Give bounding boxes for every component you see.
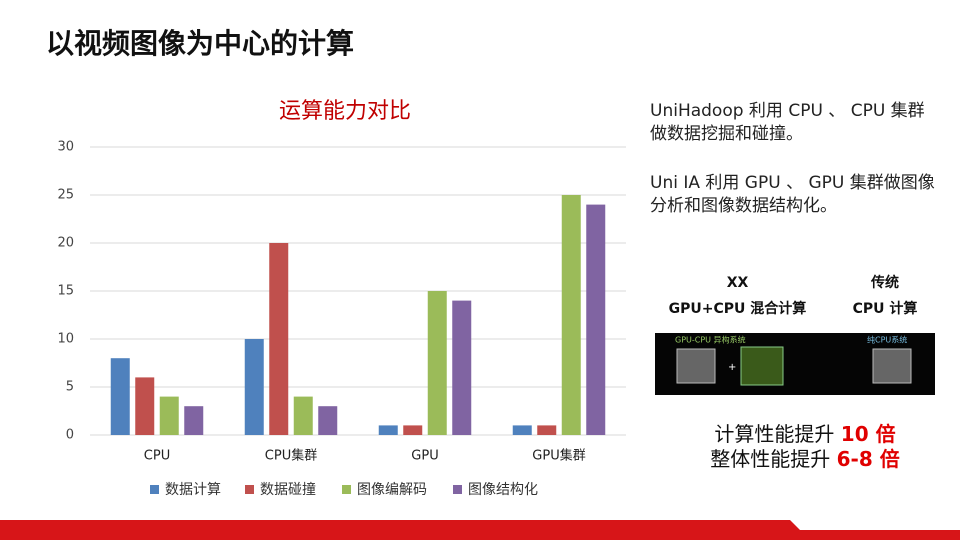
footer-bar: [0, 520, 960, 540]
legend-label: 数据碰撞: [260, 482, 316, 498]
legend-swatch: [453, 485, 462, 494]
result-highlight: 6-8 倍: [836, 447, 900, 471]
bar: [452, 300, 472, 435]
cpu-box: [676, 348, 716, 384]
x-tick-label: CPU: [144, 449, 170, 464]
result: 整体性能提升 6-8 倍: [690, 447, 920, 471]
header-line: GPU+CPU 混合计算: [668, 301, 807, 317]
gpu-box: [740, 346, 784, 386]
y-tick-label: 25: [57, 188, 74, 203]
bar: [184, 406, 204, 435]
bar: [586, 204, 606, 435]
x-tick-label: GPU集群: [532, 448, 585, 464]
bar: [135, 377, 155, 435]
result-text: 整体性能提升: [710, 447, 831, 471]
footer-notch: [790, 520, 960, 530]
bar: [293, 396, 313, 435]
bar: [512, 425, 532, 435]
header-line: 传统: [871, 275, 899, 291]
bar: [427, 291, 447, 435]
legend-swatch: [245, 485, 254, 494]
slide-title: 以视频图像为中心的计算: [46, 27, 355, 60]
cpu-box: [872, 348, 912, 384]
result-text: 计算性能提升: [714, 422, 835, 446]
legend-swatch: [150, 485, 159, 494]
bar: [403, 425, 423, 435]
legend-label: 数据计算: [165, 482, 221, 498]
x-tick-label: GPU: [411, 449, 438, 464]
note: Uni IA 利用 GPU 、 GPU 集群做图像分析和图像数据结构化。: [650, 173, 935, 216]
column-header: 传统 CPU 计算: [835, 270, 935, 322]
bar: [110, 358, 130, 435]
bar: [561, 195, 581, 435]
chart-title: 运算能力对比: [279, 99, 411, 124]
result: 计算性能提升 10 倍: [690, 422, 920, 446]
note: UniHadoop 利用 CPU 、 CPU 集群做数据挖掘和碰撞。: [650, 101, 925, 144]
bar: [537, 425, 557, 435]
image-label: 纯CPU系统: [867, 335, 907, 345]
y-tick-label: 15: [57, 284, 74, 299]
image-label: GPU-CPU 异构系统: [675, 335, 746, 345]
y-tick-label: 0: [66, 428, 74, 443]
bar: [378, 425, 398, 435]
legend-label: 图像编解码: [357, 482, 427, 498]
result-highlight: 10 倍: [840, 422, 896, 446]
header-line: CPU 计算: [852, 301, 918, 317]
system-image: + GPU-CPU 异构系统 纯CPU系统: [655, 333, 935, 395]
x-tick-label: CPU集群: [265, 448, 317, 464]
plus: +: [728, 362, 736, 373]
bar: [159, 396, 179, 435]
bar: [318, 406, 338, 435]
legend-swatch: [342, 485, 351, 494]
column-header: XX GPU+CPU 混合计算: [650, 270, 825, 322]
y-tick-label: 5: [66, 380, 74, 395]
bar: [269, 243, 289, 435]
header-line: XX: [726, 275, 749, 291]
y-tick-label: 30: [57, 140, 74, 155]
legend-label: 图像结构化: [468, 482, 538, 498]
footer-red: [0, 520, 960, 540]
y-tick-label: 20: [57, 236, 74, 251]
bar: [244, 339, 264, 435]
y-tick-label: 10: [57, 332, 74, 347]
